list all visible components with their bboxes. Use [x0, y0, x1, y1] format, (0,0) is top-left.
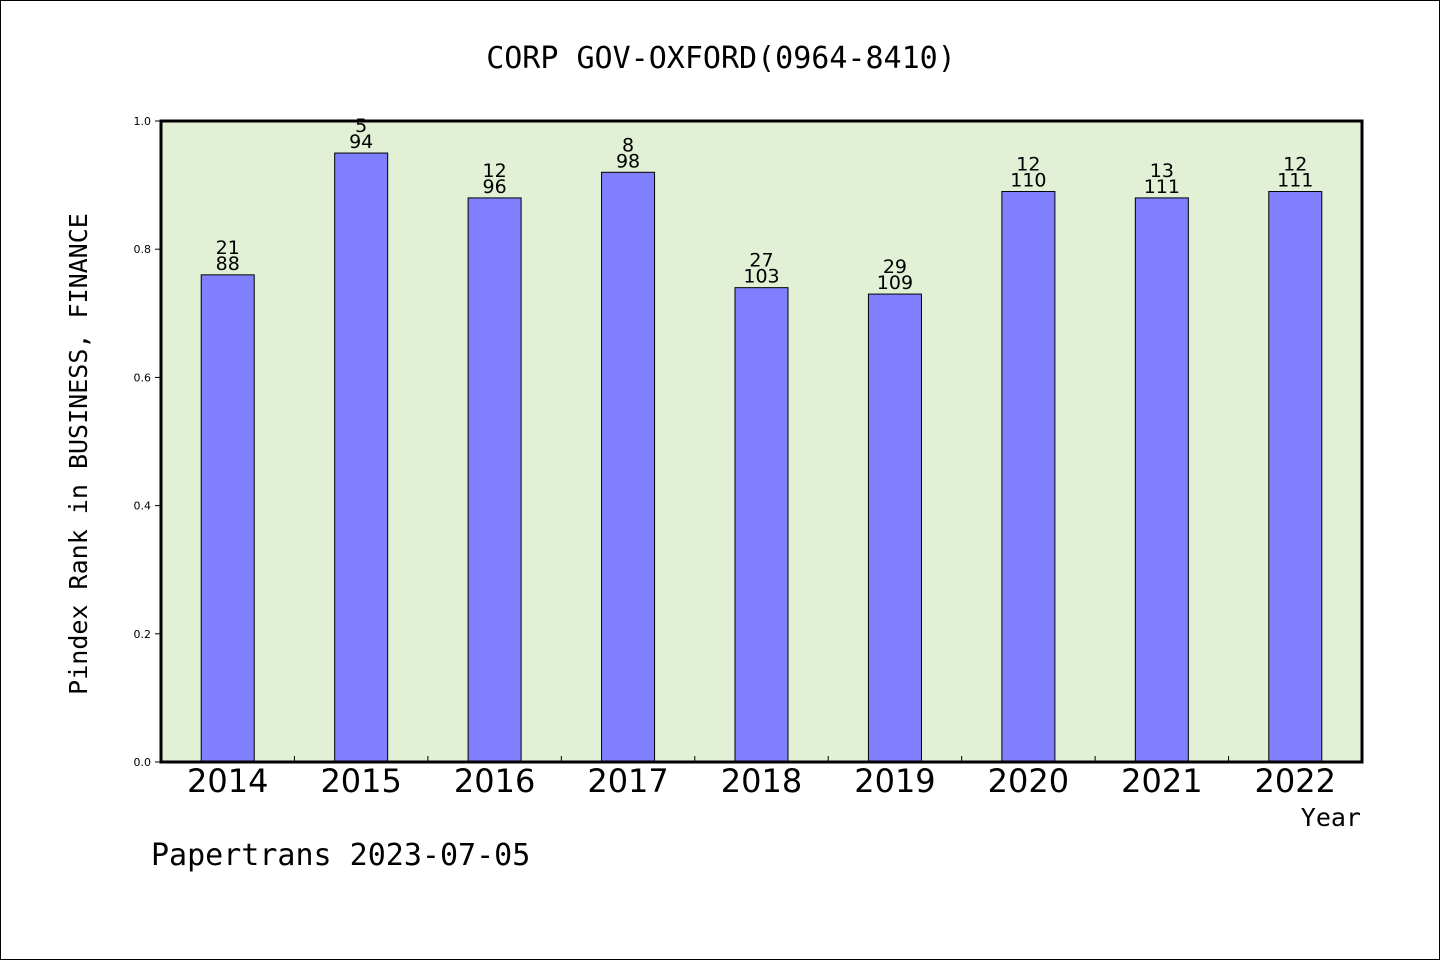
y-tick-label-1.0: 1.0: [134, 115, 152, 128]
bar-2017: [601, 171, 656, 763]
rank-label-2019: 29: [883, 256, 907, 278]
y-axis-label: Pindex Rank in BUSINESS, FINANCE: [64, 213, 93, 695]
x-axis-ticks: 2014 2015 2016 2017 2018 2019 2020 2021 2022: [187, 756, 1336, 800]
x-tick-label-2022: 2022: [1255, 762, 1336, 800]
x-tick-label-2021: 2021: [1121, 762, 1202, 800]
x-tick-label-2017: 2017: [587, 762, 668, 800]
bar-2018: [734, 287, 789, 763]
y-tick-label-0.2: 0.2: [134, 628, 152, 641]
x-tick-label-2015: 2015: [320, 762, 401, 800]
rank-label-2017: 8: [622, 134, 634, 156]
rank-label-2020: 12: [1016, 154, 1040, 176]
rank-label-2014: 21: [216, 237, 240, 259]
rank-label-2022: 12: [1283, 154, 1307, 176]
x-tick-label-2014: 2014: [187, 762, 268, 800]
total-label-2021: 111: [1144, 176, 1180, 198]
rank-label-2016: 12: [483, 160, 507, 182]
y-tick-label-0.4: 0.4: [134, 500, 152, 513]
bars-group: [200, 152, 1323, 763]
total-label-2016: 96: [483, 176, 507, 198]
x-tick-label-2018: 2018: [721, 762, 802, 800]
total-label-2015: 94: [349, 131, 373, 153]
total-label-2019: 109: [877, 272, 913, 294]
y-tick-label-0.8: 0.8: [134, 243, 152, 256]
y-axis-ticks: 0.0 0.2 0.4 0.6 0.8 1.0: [134, 115, 161, 769]
bar-2021: [1134, 197, 1189, 763]
bar-2016: [467, 197, 522, 763]
y-tick-label-0.0: 0.0: [134, 756, 152, 769]
x-tick-label-2016: 2016: [454, 762, 535, 800]
total-label-2017: 98: [616, 150, 640, 172]
rank-label-2021: 13: [1150, 160, 1174, 182]
chart-title: CORP GOV-OXFORD(0964-8410): [486, 41, 956, 76]
total-label-2014: 88: [216, 253, 240, 275]
x-tick-label-2020: 2020: [988, 762, 1069, 800]
y-tick-label-0.6: 0.6: [134, 371, 152, 384]
bar-2015: [334, 152, 389, 763]
footer-text: Papertrans 2023-07-05: [151, 838, 530, 873]
bar-2020: [1001, 191, 1056, 763]
total-label-2020: 110: [1010, 170, 1046, 192]
total-label-2018: 103: [743, 266, 779, 288]
x-tick-label-2019: 2019: [854, 762, 935, 800]
rank-label-2018: 27: [749, 250, 773, 272]
plot-border: [159, 119, 1364, 764]
x-axis-label: Year: [1301, 803, 1361, 832]
total-label-2022: 111: [1277, 170, 1313, 192]
bar-2019: [867, 293, 922, 763]
bar-2022: [1268, 191, 1323, 763]
bar-2014: [200, 274, 255, 763]
